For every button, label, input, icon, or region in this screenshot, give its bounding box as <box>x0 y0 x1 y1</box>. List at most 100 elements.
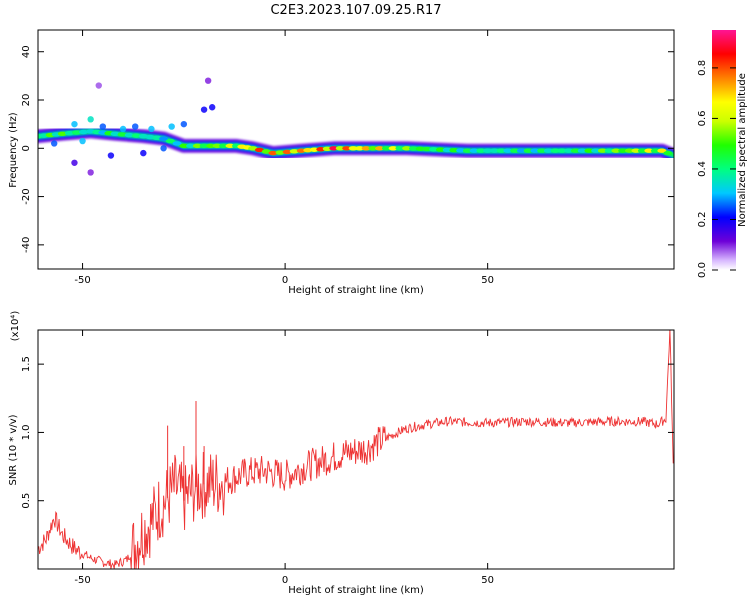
spectrogram-cell <box>663 150 673 156</box>
spectrogram-blob <box>95 82 102 89</box>
spectrogram-cell <box>342 146 352 151</box>
spectrogram-cell <box>456 148 466 153</box>
spectrogram-blob <box>148 125 155 133</box>
spectrogram-cell <box>289 149 299 154</box>
spectrogram-cell <box>368 146 378 151</box>
spectrogram-cell <box>557 148 567 153</box>
spectrogram-y-tick-label: 0 <box>21 145 32 151</box>
spectrogram-cell <box>225 143 235 149</box>
spectrogram-blob <box>87 169 94 176</box>
spectrogram-cell <box>503 148 513 153</box>
spectrogram-cell <box>402 146 412 151</box>
spectrogram-cell <box>462 148 472 153</box>
spectrogram-blob <box>71 120 78 128</box>
snr-y-tick-label: 1.5 <box>21 356 32 372</box>
colorbar-ticks: 0.0 0.2 0.4 0.6 0.8 <box>697 60 736 278</box>
spectrogram-blob <box>208 104 216 111</box>
spectrogram-blob <box>87 116 94 123</box>
spectrogram-cell <box>57 131 67 137</box>
spectrogram-cell <box>131 133 141 138</box>
spectrogram-cell <box>282 149 292 155</box>
spectrogram-x-axis-label: Height of straight line (km) <box>288 285 424 296</box>
spectrogram-blob <box>168 123 175 130</box>
spectrogram-blob <box>180 120 188 128</box>
spectrogram-cell <box>530 148 540 153</box>
spectrogram-cell <box>591 148 601 153</box>
spectrogram-cell <box>219 143 229 149</box>
spectrogram-blob <box>200 106 208 113</box>
spectrogram-cell <box>618 148 628 153</box>
spectrogram-cell <box>117 132 127 137</box>
spectrogram-cell <box>604 148 614 153</box>
spectrogram-cell <box>442 147 452 153</box>
spectrogram-cell <box>361 146 371 151</box>
spectrogram-cell <box>124 132 134 138</box>
spectrogram-cell <box>422 146 432 152</box>
spectrogram-cell <box>165 138 175 144</box>
spectrogram-cell <box>159 136 169 141</box>
spectrogram-cell <box>381 146 391 151</box>
spectrogram-blob <box>71 159 78 166</box>
spectrogram-frame <box>37 29 675 270</box>
spectrogram-blob <box>132 123 139 130</box>
spectrogram-cell <box>550 148 560 153</box>
colorbar-tick-label: 0.2 <box>697 212 708 228</box>
snr-y-ticks: 0.5 1.0 1.5 <box>21 356 674 509</box>
spectrogram-blob <box>204 77 212 84</box>
spectrogram-cell <box>152 135 162 141</box>
spectrogram-y-tick-label: -20 <box>21 188 32 204</box>
spectrogram-plot-area <box>38 77 674 176</box>
colorbar-tick-label: 0.6 <box>697 110 708 126</box>
spectrogram-cell <box>584 148 594 153</box>
snr-y-tick-label: 1.0 <box>21 424 32 440</box>
spectrogram-cell <box>631 148 641 153</box>
spectrogram-cell <box>388 146 398 151</box>
spectrogram-cell <box>145 134 155 140</box>
spectrogram-cell <box>248 146 258 151</box>
spectrogram-cell <box>199 143 209 149</box>
spectrogram-cell <box>564 148 574 153</box>
spectrogram-cell <box>611 148 621 153</box>
spectrogram-cell <box>348 146 358 151</box>
snr-multiplier-label: (x10⁴) <box>10 311 21 342</box>
spectrogram-cell <box>206 143 216 149</box>
spectrogram-cell <box>179 143 189 149</box>
spectrogram-x-tick-label: -50 <box>74 275 90 286</box>
spectrogram-cell <box>650 148 660 153</box>
snr-x-tick-label: 0 <box>282 575 288 586</box>
snr-x-tick-label: 50 <box>481 575 494 586</box>
spectrogram-y-tick-label: -40 <box>21 237 32 253</box>
spectrogram-cell <box>186 143 196 149</box>
spectrogram-cell <box>577 148 587 153</box>
spectrogram-y-ticks: 40 20 0 -20 -40 <box>21 45 674 253</box>
snr-series-line <box>38 330 674 569</box>
spectrogram-x-tick-label: 50 <box>481 275 494 286</box>
spectrogram-x-tick-label: 0 <box>282 275 288 286</box>
spectrogram-blob <box>160 145 167 152</box>
snr-x-ticks: -50 0 50 <box>74 330 494 586</box>
snr-x-axis-label: Height of straight line (km) <box>288 585 424 596</box>
spectrogram-cell <box>537 148 547 153</box>
spectrogram-cell <box>415 146 425 152</box>
chart-title: C2E3.2023.107.09.25.R17 <box>270 3 441 18</box>
spectrogram-blob <box>107 152 115 159</box>
spectrogram-cell <box>335 146 345 151</box>
spectrogram-cell <box>644 148 654 153</box>
spectrogram-cell <box>657 148 667 153</box>
spectrogram-cell <box>435 147 445 152</box>
spectrogram-y-axis-label: Frequency (Hz) <box>8 112 19 188</box>
spectrogram-cell <box>476 148 486 153</box>
spectrogram-cell <box>496 148 506 153</box>
spectrogram-cell <box>543 148 553 153</box>
snr-y-axis-label: SNR (10 * v/v) <box>8 414 19 485</box>
spectrogram-cell <box>71 130 81 135</box>
snr-y-tick-label: 0.5 <box>21 493 32 509</box>
spectrogram-cell <box>261 149 271 154</box>
colorbar-tick-label: 0.0 <box>697 262 708 278</box>
colorbar-tick-label: 0.4 <box>697 161 708 177</box>
spectrogram-cell <box>483 148 493 153</box>
spectrogram-cell <box>637 148 647 153</box>
spectrogram-cell <box>570 148 580 153</box>
colorbar-tick-label: 0.8 <box>697 60 708 76</box>
snr-frame <box>37 329 675 570</box>
